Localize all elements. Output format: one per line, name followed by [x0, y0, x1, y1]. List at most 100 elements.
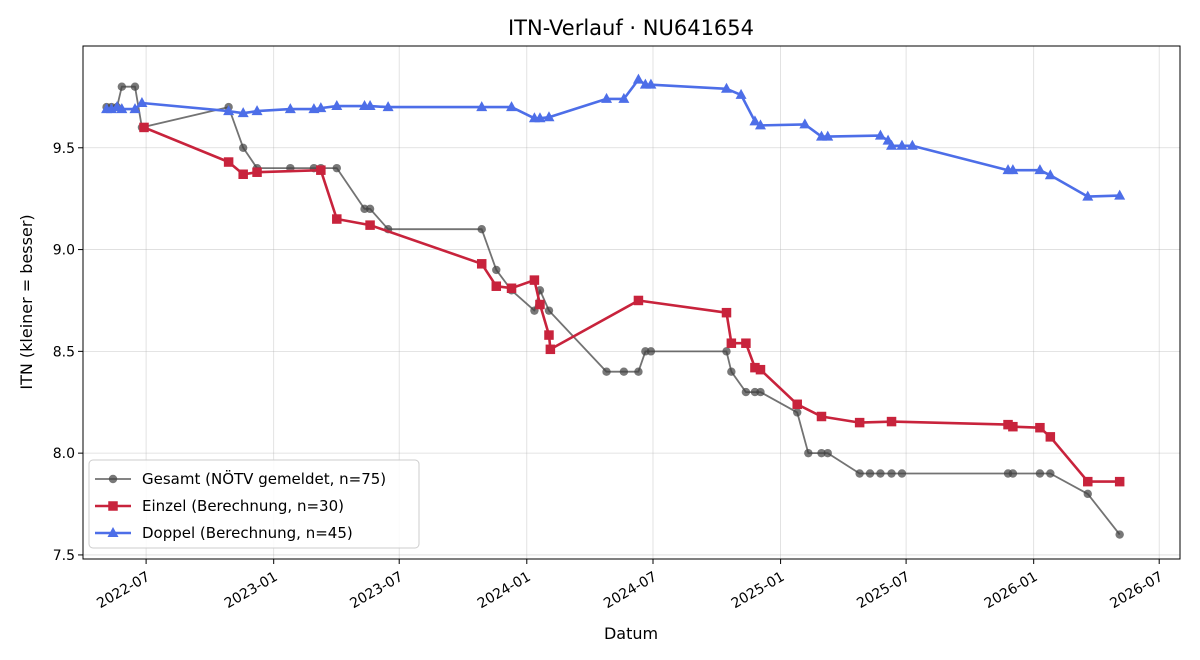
plot-frame: [82, 45, 1181, 560]
data-point-gesamt: [477, 225, 486, 234]
data-point-gesamt: [1035, 469, 1045, 478]
data-point-doppel: [506, 101, 518, 112]
legend-marker-gesamt: [108, 474, 118, 484]
series-layer: [101, 73, 1126, 539]
legend-box: [88, 459, 420, 549]
data-point-doppel: [618, 92, 630, 103]
data-point-doppel: [1044, 169, 1056, 180]
series-markers-doppel: [101, 73, 1126, 201]
data-point-doppel: [284, 103, 296, 114]
data-point-einzel: [792, 399, 802, 410]
data-point-gesamt: [804, 448, 813, 458]
data-point-gesamt: [1115, 530, 1124, 539]
data-point-einzel: [139, 122, 149, 133]
data-point-gesamt: [492, 265, 501, 275]
data-point-gesamt: [897, 469, 907, 478]
data-point-einzel: [476, 259, 487, 269]
legend-marker-einzel: [108, 501, 118, 511]
series-gesamt: [102, 82, 1124, 539]
data-point-gesamt: [602, 367, 611, 376]
data-point-einzel: [252, 167, 262, 177]
data-point-gesamt: [887, 469, 896, 478]
data-point-einzel: [535, 299, 545, 310]
data-point-einzel: [755, 364, 766, 375]
data-point-gesamt: [544, 306, 554, 315]
data-point-einzel: [1083, 476, 1093, 487]
data-point-doppel: [476, 101, 488, 112]
data-point-doppel: [382, 101, 394, 112]
data-point-einzel: [1035, 422, 1045, 433]
series-einzel: [139, 122, 1125, 487]
data-point-einzel: [726, 338, 737, 348]
data-point-doppel: [543, 111, 555, 122]
y-tick-label: 8.0: [53, 446, 75, 462]
series-doppel: [101, 73, 1126, 201]
data-point-gesamt: [855, 469, 864, 478]
data-point-doppel: [799, 118, 811, 129]
data-point-gesamt: [741, 387, 751, 397]
y-axis-label: ITN (kleiner = besser): [17, 214, 36, 389]
chart-title: ITN-Verlauf · NU641654: [508, 16, 754, 40]
data-point-gesamt: [823, 448, 832, 458]
data-point-einzel: [1003, 419, 1013, 430]
data-point-doppel: [645, 78, 657, 89]
data-point-gesamt: [722, 347, 731, 356]
data-point-doppel: [364, 100, 376, 111]
data-point-doppel: [886, 139, 898, 150]
series-markers-einzel: [139, 122, 1125, 487]
data-point-doppel: [754, 119, 766, 130]
data-point-einzel: [854, 417, 865, 428]
data-point-gesamt: [1008, 469, 1018, 478]
legend-label-einzel: Einzel (Berechnung, n=30): [142, 497, 344, 515]
data-point-einzel: [223, 157, 234, 167]
data-point-einzel: [529, 275, 540, 285]
y-axis: 7.5 8.0 8.5 9.0 9.5: [53, 141, 83, 564]
legend: Gesamt (NÖTV gemeldet, n=75) Einzel (Ber…: [88, 459, 420, 549]
data-point-doppel: [534, 112, 546, 123]
data-point-doppel: [331, 100, 343, 111]
data-point-doppel: [223, 105, 235, 116]
data-point-einzel: [365, 220, 375, 230]
data-point-doppel: [237, 107, 249, 118]
data-point-einzel: [750, 362, 760, 373]
data-point-doppel: [874, 129, 886, 140]
data-point-gesamt: [1046, 469, 1055, 478]
data-point-einzel: [316, 165, 326, 175]
data-point-doppel: [601, 92, 613, 103]
data-point-doppel: [749, 115, 761, 126]
data-point-einzel: [506, 283, 517, 293]
data-point-gesamt: [865, 469, 875, 478]
data-point-doppel: [251, 105, 263, 116]
data-point-gesamt: [117, 82, 127, 91]
data-point-doppel: [1082, 190, 1094, 201]
legend-label-gesamt: Gesamt (NÖTV gemeldet, n=75): [142, 469, 386, 488]
data-point-einzel: [741, 338, 751, 348]
legend-label-doppel: Doppel (Berechnung, n=45): [142, 524, 353, 542]
data-point-einzel: [1008, 421, 1018, 432]
legend-marker-doppel: [107, 527, 119, 537]
data-point-doppel: [1007, 164, 1019, 175]
data-point-einzel: [545, 344, 556, 355]
data-point-gesamt: [876, 469, 885, 478]
data-point-einzel: [886, 416, 897, 427]
data-point-gesamt: [727, 367, 736, 376]
data-point-doppel: [136, 97, 148, 107]
data-point-doppel: [720, 82, 732, 93]
data-point-doppel: [735, 88, 747, 99]
data-point-gesamt: [817, 448, 826, 458]
data-point-doppel: [906, 139, 918, 150]
data-point-gesamt: [793, 408, 802, 417]
data-point-einzel: [816, 411, 827, 422]
data-point-einzel: [332, 214, 342, 224]
data-point-gesamt: [619, 367, 629, 376]
data-point-gesamt: [238, 143, 248, 152]
data-point-gesamt: [756, 387, 765, 397]
data-point-einzel: [544, 330, 554, 340]
y-tick-label: 7.5: [53, 548, 75, 564]
data-point-gesamt: [646, 347, 656, 356]
data-point-doppel: [822, 130, 834, 141]
x-axis-label: Datum: [604, 624, 658, 643]
y-tick-label: 9.0: [53, 243, 75, 259]
